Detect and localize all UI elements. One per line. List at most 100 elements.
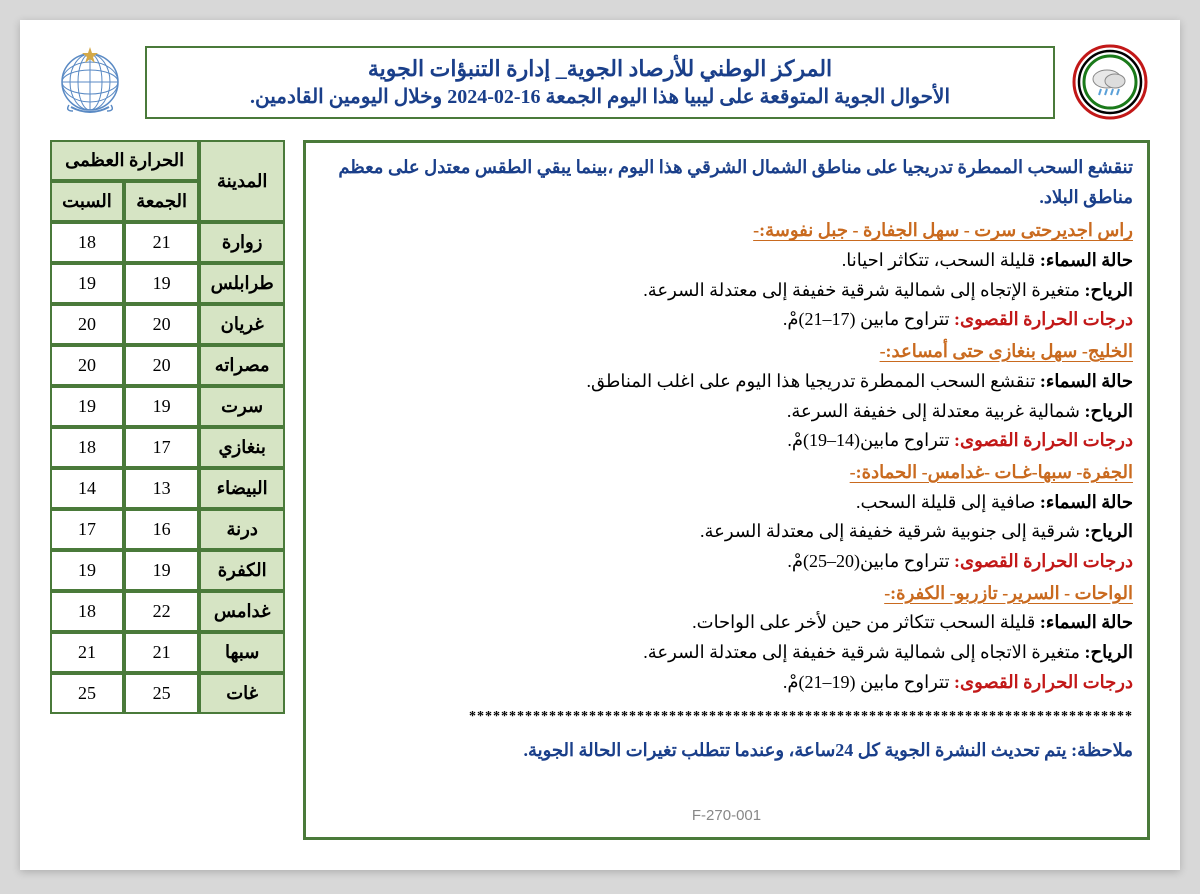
cell-saturday: 18 bbox=[50, 222, 124, 263]
cell-city: طرابلس bbox=[199, 263, 285, 304]
sky-value: قليلة السحب، تتكاثر احيانا. bbox=[842, 250, 1040, 270]
table-row: درنة1617 bbox=[50, 509, 285, 550]
cell-friday: 13 bbox=[124, 468, 199, 509]
th-saturday: السبت bbox=[50, 181, 124, 222]
sky-value: تنقشع السحب الممطرة تدريجيا هذا اليوم عل… bbox=[587, 371, 1040, 391]
wind-line: الرياح: متغيرة الاتجاه إلى شمالية شرقية … bbox=[320, 638, 1133, 668]
cell-friday: 17 bbox=[124, 427, 199, 468]
region-title: الجفرة- سبها-غـات -غدامس- الحمادة:- bbox=[320, 458, 1133, 488]
table-row: الكفرة1919 bbox=[50, 550, 285, 591]
temp-value: تتراوح مابين (19–21)مْ. bbox=[783, 672, 954, 692]
body-row: تنقشع السحب الممطرة تدريجيا على مناطق ال… bbox=[50, 140, 1150, 840]
cell-city: الكفرة bbox=[199, 550, 285, 591]
form-code: F-270-001 bbox=[692, 804, 761, 829]
divider-stars: ****************************************… bbox=[320, 705, 1133, 728]
region-block: الواحات - السرير- تازربو- الكفرة:- حالة … bbox=[320, 579, 1133, 698]
note-line: ملاحظة: يتم تحديث النشرة الجوية كل 24ساع… bbox=[320, 736, 1133, 766]
cell-saturday: 20 bbox=[50, 345, 124, 386]
temp-line: درجات الحرارة القصوى: تتراوح مابين(14–19… bbox=[320, 426, 1133, 456]
cell-saturday: 20 bbox=[50, 304, 124, 345]
region-block: الخليج- سهل بنغازى حتى أمساعد:- حالة الس… bbox=[320, 337, 1133, 456]
table-row: غدامس2218 bbox=[50, 591, 285, 632]
cell-saturday: 19 bbox=[50, 386, 124, 427]
table-row: البيضاء1314 bbox=[50, 468, 285, 509]
cell-saturday: 18 bbox=[50, 591, 124, 632]
label-sky: حالة السماء: bbox=[1040, 492, 1133, 512]
label-sky: حالة السماء: bbox=[1040, 371, 1133, 391]
title-line1: المركز الوطني للأرصاد الجوية_ إدارة التن… bbox=[161, 56, 1039, 82]
cell-city: غات bbox=[199, 673, 285, 714]
label-temp: درجات الحرارة القصوى: bbox=[954, 309, 1133, 329]
cell-friday: 21 bbox=[124, 222, 199, 263]
cell-friday: 16 bbox=[124, 509, 199, 550]
weather-bulletin: المركز الوطني للأرصاد الجوية_ إدارة التن… bbox=[20, 20, 1180, 870]
label-wind: الرياح: bbox=[1084, 642, 1133, 662]
th-friday: الجمعة bbox=[124, 181, 199, 222]
cell-city: مصراته bbox=[199, 345, 285, 386]
cell-friday: 20 bbox=[124, 304, 199, 345]
forecast-box: تنقشع السحب الممطرة تدريجيا على مناطق ال… bbox=[303, 140, 1150, 840]
sky-value: صافية إلى قليلة السحب. bbox=[856, 492, 1040, 512]
th-max: الحرارة العظمى bbox=[50, 140, 199, 181]
cell-city: بنغازي bbox=[199, 427, 285, 468]
region-title: الخليج- سهل بنغازى حتى أمساعد:- bbox=[320, 337, 1133, 367]
table-row: غات2525 bbox=[50, 673, 285, 714]
cell-saturday: 19 bbox=[50, 550, 124, 591]
table-row: سبها2121 bbox=[50, 632, 285, 673]
temp-value: تتراوح مابين(20–25)مْ. bbox=[787, 551, 954, 571]
wind-value: شمالية غربية معتدلة إلى خفيفة السرعة. bbox=[787, 401, 1085, 421]
region-block: الجفرة- سبها-غـات -غدامس- الحمادة:- حالة… bbox=[320, 458, 1133, 577]
sky-line: حالة السماء: صافية إلى قليلة السحب. bbox=[320, 488, 1133, 518]
cell-friday: 19 bbox=[124, 550, 199, 591]
table-row: غريان2020 bbox=[50, 304, 285, 345]
th-city: المدينة bbox=[199, 140, 285, 222]
cell-city: زوارة bbox=[199, 222, 285, 263]
wmo-logo bbox=[50, 42, 130, 122]
sky-line: حالة السماء: قليلة السحب تتكاثر من حين ل… bbox=[320, 608, 1133, 638]
cell-city: البيضاء bbox=[199, 468, 285, 509]
table-body: زوارة2118طرابلس1919غريان2020مصراته2020سر… bbox=[50, 222, 285, 714]
title-box: المركز الوطني للأرصاد الجوية_ إدارة التن… bbox=[145, 46, 1055, 119]
sky-line: حالة السماء: قليلة السحب، تتكاثر احيانا. bbox=[320, 246, 1133, 276]
temp-line: درجات الحرارة القصوى: تتراوح مابين(20–25… bbox=[320, 547, 1133, 577]
label-sky: حالة السماء: bbox=[1040, 250, 1133, 270]
table-row: سرت1919 bbox=[50, 386, 285, 427]
cell-saturday: 21 bbox=[50, 632, 124, 673]
label-temp: درجات الحرارة القصوى: bbox=[954, 430, 1133, 450]
label-wind: الرياح: bbox=[1084, 280, 1133, 300]
wind-value: شرقية إلى جنوبية شرقية خفيفة إلى معتدلة … bbox=[700, 521, 1084, 541]
cell-city: غريان bbox=[199, 304, 285, 345]
header-row: المركز الوطني للأرصاد الجوية_ إدارة التن… bbox=[50, 42, 1150, 122]
lnmc-logo bbox=[1070, 42, 1150, 122]
intro-text: تنقشع السحب الممطرة تدريجيا على مناطق ال… bbox=[320, 153, 1133, 212]
label-wind: الرياح: bbox=[1084, 401, 1133, 421]
wind-value: متغيرة الإتجاه إلى شمالية شرقية خفيفة إل… bbox=[643, 280, 1084, 300]
temperature-table: المدينة الحرارة العظمى الجمعة السبت زوار… bbox=[50, 140, 285, 714]
cell-saturday: 18 bbox=[50, 427, 124, 468]
temp-value: تتراوح مابين(14–19)مْ. bbox=[787, 430, 954, 450]
table-row: بنغازي1718 bbox=[50, 427, 285, 468]
table-row: طرابلس1919 bbox=[50, 263, 285, 304]
temp-value: تتراوح مابين (17–21)مْ. bbox=[783, 309, 954, 329]
table-row: مصراته2020 bbox=[50, 345, 285, 386]
temp-line: درجات الحرارة القصوى: تتراوح مابين (19–2… bbox=[320, 668, 1133, 698]
label-sky: حالة السماء: bbox=[1040, 612, 1133, 632]
cell-city: سبها bbox=[199, 632, 285, 673]
table-row: زوارة2118 bbox=[50, 222, 285, 263]
wind-line: الرياح: شرقية إلى جنوبية شرقية خفيفة إلى… bbox=[320, 517, 1133, 547]
cell-friday: 19 bbox=[124, 386, 199, 427]
wind-line: الرياح: شمالية غربية معتدلة إلى خفيفة ال… bbox=[320, 397, 1133, 427]
region-title: الواحات - السرير- تازربو- الكفرة:- bbox=[320, 579, 1133, 609]
cell-saturday: 25 bbox=[50, 673, 124, 714]
label-wind: الرياح: bbox=[1084, 521, 1133, 541]
cell-saturday: 14 bbox=[50, 468, 124, 509]
cell-city: سرت bbox=[199, 386, 285, 427]
cell-friday: 25 bbox=[124, 673, 199, 714]
region-title: راس اجديرحتى سرت - سهل الجفارة - جبل نفو… bbox=[320, 216, 1133, 246]
cell-friday: 19 bbox=[124, 263, 199, 304]
cell-city: غدامس bbox=[199, 591, 285, 632]
label-temp: درجات الحرارة القصوى: bbox=[954, 672, 1133, 692]
sky-line: حالة السماء: تنقشع السحب الممطرة تدريجيا… bbox=[320, 367, 1133, 397]
cell-saturday: 17 bbox=[50, 509, 124, 550]
wind-line: الرياح: متغيرة الإتجاه إلى شمالية شرقية … bbox=[320, 276, 1133, 306]
